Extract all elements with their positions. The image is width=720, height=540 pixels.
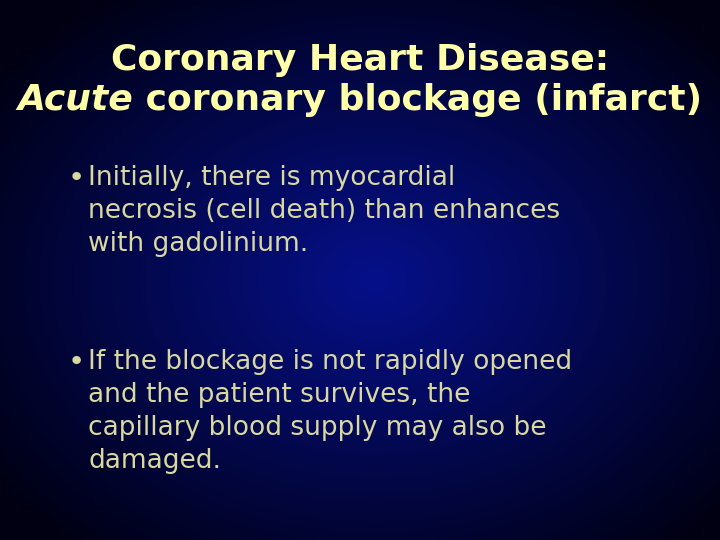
Text: capillary blood supply may also be: capillary blood supply may also be: [88, 415, 546, 441]
Text: coronary blockage (infarct): coronary blockage (infarct): [132, 83, 702, 117]
Text: damaged.: damaged.: [88, 448, 221, 474]
Text: •: •: [68, 348, 85, 376]
Text: Acute: Acute: [17, 83, 132, 117]
Text: with gadolinium.: with gadolinium.: [88, 231, 308, 257]
Text: If the blockage is not rapidly opened: If the blockage is not rapidly opened: [88, 349, 572, 375]
Text: and the patient survives, the: and the patient survives, the: [88, 382, 470, 408]
Text: •: •: [68, 164, 85, 192]
Text: necrosis (cell death) than enhances: necrosis (cell death) than enhances: [88, 198, 560, 224]
Text: Coronary Heart Disease:: Coronary Heart Disease:: [111, 43, 609, 77]
Text: Initially, there is myocardial: Initially, there is myocardial: [88, 165, 455, 191]
